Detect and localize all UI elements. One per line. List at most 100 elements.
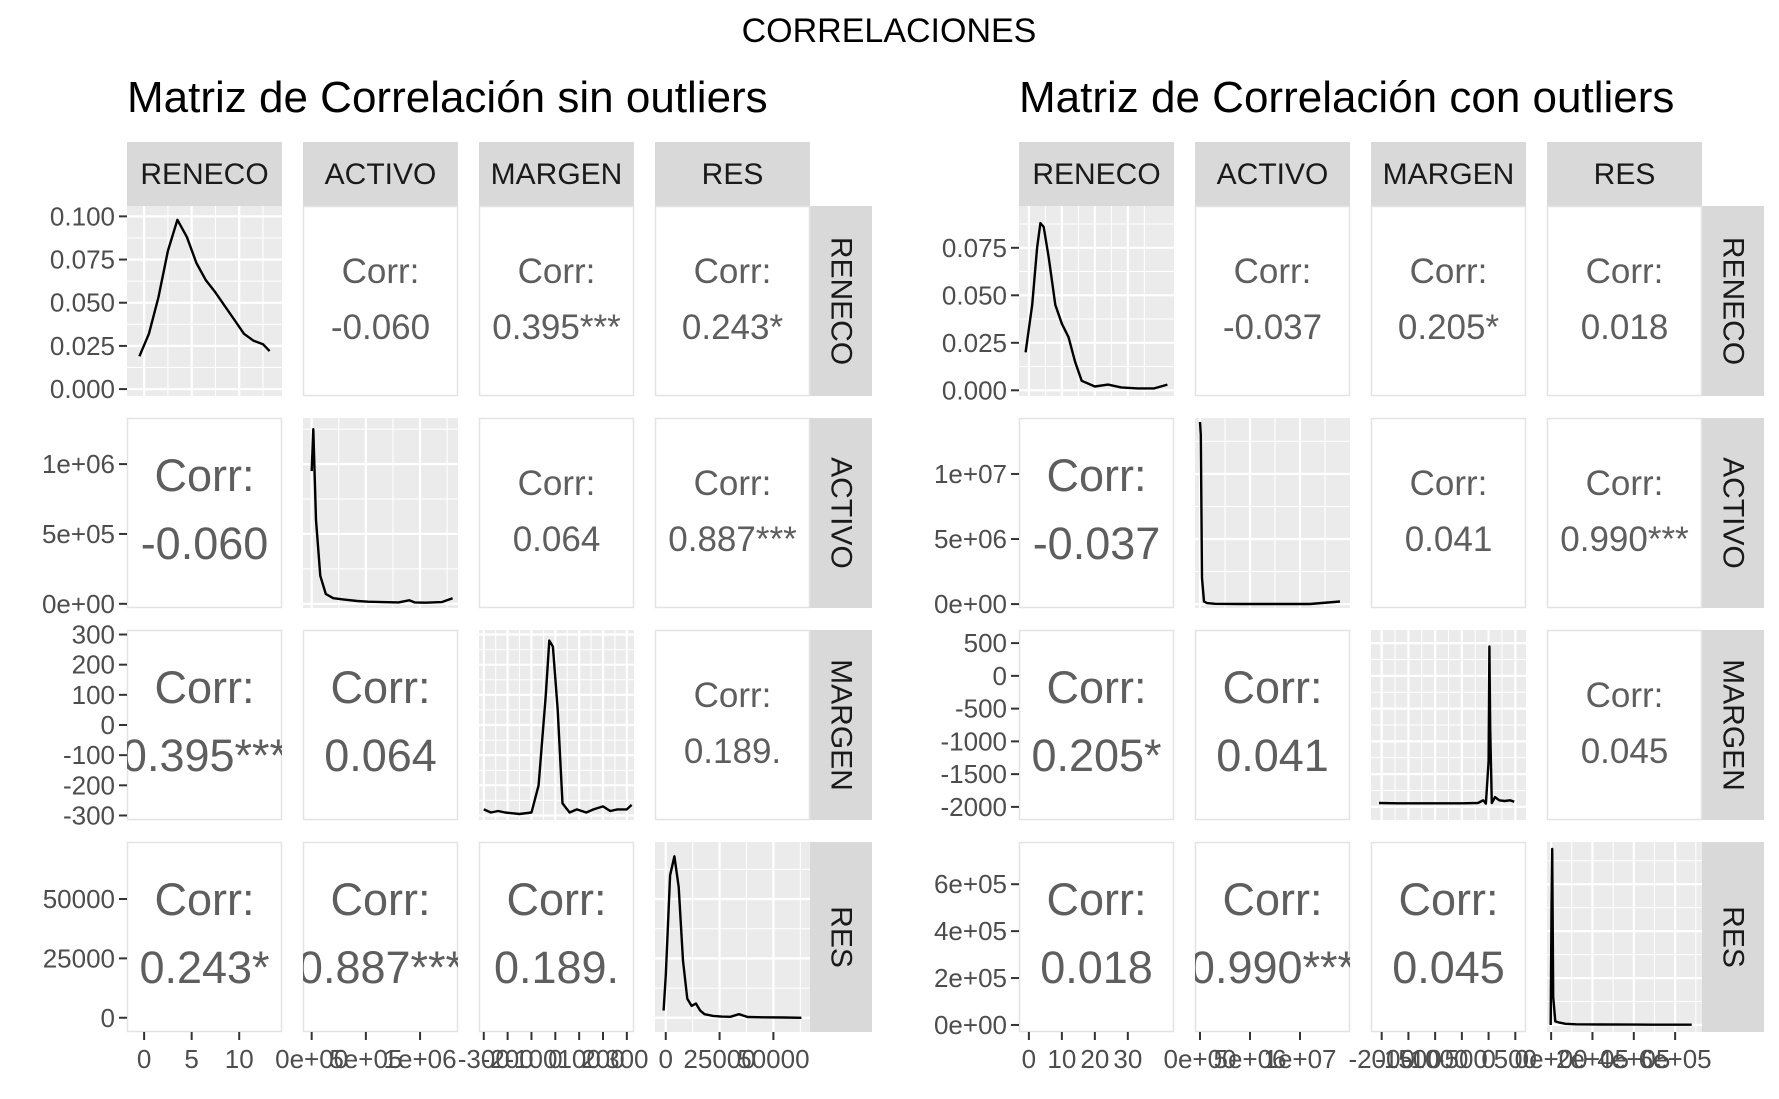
y-tick-label: -100 [63, 740, 115, 770]
correlation-text-group: Corr: 0.395*** [492, 252, 621, 347]
panel-margen-reneco: Corr: 0.395*** [126, 629, 283, 821]
correlation-panel-background [1546, 417, 1703, 609]
y-tick-label: -1000 [941, 726, 1008, 756]
panel-margen-reneco: Corr: 0.205* [1018, 629, 1175, 821]
correlation-text-group: Corr: 0.064 [513, 464, 601, 559]
y-tick-label: -300 [63, 800, 115, 830]
x-tick-label: -200 [482, 1044, 534, 1074]
density-panel-background [1195, 418, 1350, 608]
x-tick-label: 50000 [737, 1044, 809, 1074]
x-tick-label: 30 [1113, 1044, 1142, 1074]
correlation-panel-background [1194, 205, 1351, 397]
corr-label: Corr: [1047, 662, 1147, 713]
correlation-text-group: Corr: 0.189. [494, 874, 619, 993]
row-strip-res [1702, 842, 1764, 1032]
row-strip-label: ACTIVO [1717, 457, 1750, 569]
panel-res-margen: Corr: 0.189. [478, 841, 635, 1033]
panel-reneco-reneco [127, 206, 282, 396]
panel-margen-res: Corr: 0.045 [1546, 629, 1703, 821]
corr-label: Corr: [1399, 874, 1499, 925]
corr-value: -0.037 [1033, 518, 1161, 569]
x-tick-label: -100 [505, 1044, 557, 1074]
corr-value: 0.887*** [668, 520, 797, 559]
column-strip-label: RES [702, 158, 764, 191]
density-line-margen [1378, 645, 1515, 805]
x-tick-label: 5e+05 [329, 1044, 402, 1074]
row-strip-label: RES [825, 906, 858, 968]
x-tick-label: -500 [1436, 1044, 1488, 1074]
y-tick-label: 0.050 [50, 288, 115, 318]
corr-value: 0.205* [1031, 730, 1161, 781]
correlation-text-group: Corr: -0.037 [1033, 450, 1161, 569]
row-strip-label: MARGEN [1717, 659, 1750, 791]
x-tick-label: 0 [1481, 1044, 1495, 1074]
correlation-panel-background [126, 841, 283, 1033]
y-tick-label: -500 [955, 694, 1007, 724]
correlation-panel-background [478, 841, 635, 1033]
y-tick-label: 0 [101, 1003, 115, 1033]
corr-label: Corr: [1223, 662, 1323, 713]
corr-value: 0.045 [1392, 942, 1505, 993]
corr-label: Corr: [1410, 464, 1488, 503]
corr-value: 0.064 [513, 520, 601, 559]
x-tick-label: 1e+07 [1263, 1044, 1336, 1074]
correlation-panel-background [1370, 417, 1527, 609]
row-strip-label: RES [1717, 906, 1750, 968]
y-tick-label: 1e+07 [934, 459, 1007, 489]
y-tick-label: 2e+05 [934, 963, 1007, 993]
y-tick-label: 200 [72, 650, 115, 680]
x-tick-label: 300 [605, 1044, 648, 1074]
density-line-activo [1198, 421, 1341, 606]
density-panel-background [303, 418, 458, 608]
column-strip-label: ACTIVO [325, 158, 437, 191]
corr-value: 0.189. [684, 732, 781, 771]
x-tick-label: 10 [1047, 1044, 1076, 1074]
density-line-res [1549, 847, 1692, 1026]
correlation-text-group: Corr: 0.243* [139, 874, 269, 993]
correlation-panel-background [1370, 841, 1527, 1033]
corr-label: Corr: [1234, 252, 1312, 291]
x-tick-label: -1000 [1402, 1044, 1469, 1074]
corr-label: Corr: [694, 676, 772, 715]
corr-label: Corr: [1223, 874, 1323, 925]
corr-label: Corr: [518, 464, 596, 503]
corr-value: 0.018 [1581, 308, 1669, 347]
corr-value: 0.041 [1216, 730, 1329, 781]
correlation-text-group: Corr: -0.037 [1223, 252, 1322, 347]
correlation-text-group: Corr: 0.887*** [303, 874, 458, 993]
density-line-margen [483, 639, 633, 816]
row-strip-res [810, 842, 872, 1032]
panel-activo-reneco: Corr: -0.037 [1018, 417, 1175, 609]
x-tick-label: 25000 [683, 1044, 755, 1074]
correlation-panel-background [1194, 841, 1351, 1033]
correlation-text-group: Corr: 0.189. [684, 676, 781, 771]
density-line-reneco [1024, 221, 1168, 390]
y-tick-label: 100 [72, 680, 115, 710]
panel-margen-activo: Corr: 0.064 [302, 629, 459, 821]
correlation-text-group: Corr: 0.990*** [1190, 874, 1355, 993]
corr-value: 0.990*** [1190, 942, 1355, 993]
corr-label: Corr: [155, 662, 255, 713]
y-tick-label: 0.075 [50, 245, 115, 275]
correlation-text-group: Corr: -0.060 [141, 450, 269, 569]
y-tick-label: 4e+05 [934, 916, 1007, 946]
correlation-panel-background [302, 205, 459, 397]
panel-res-margen: Corr: 0.045 [1370, 841, 1527, 1033]
corr-value: 0.018 [1040, 942, 1153, 993]
x-tick-label: 0 [1022, 1044, 1036, 1074]
column-strip-label: ACTIVO [1217, 158, 1329, 191]
corr-label: Corr: [507, 874, 607, 925]
row-strip-label: ACTIVO [825, 457, 858, 569]
corr-value: 0.041 [1405, 520, 1493, 559]
column-strip-res [655, 142, 810, 206]
column-strip-reneco [1019, 142, 1174, 206]
correlation-panel-background [1018, 841, 1175, 1033]
corr-label: Corr: [694, 464, 772, 503]
y-tick-label: 500 [964, 628, 1007, 658]
correlation-panel-background [478, 205, 635, 397]
density-line-res [662, 855, 802, 1019]
x-tick-label: 0e+00 [275, 1044, 348, 1074]
correlation-text-group: Corr: 0.064 [324, 662, 437, 781]
column-strip-res [1547, 142, 1702, 206]
x-tick-label: 1e+06 [384, 1044, 457, 1074]
